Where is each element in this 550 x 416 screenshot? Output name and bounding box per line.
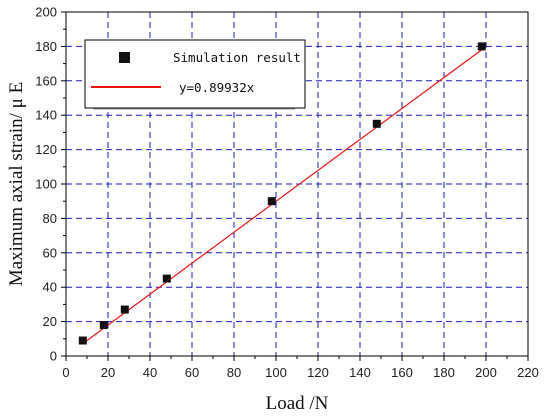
y-tick-label-0: 0 [50,349,57,364]
x-tick-label-80: 80 [227,365,241,380]
y-tick-label-140: 140 [35,108,57,123]
y-tick-label-200: 200 [35,5,57,20]
legend-label-fit: y=0.89932x [179,80,255,95]
data-point-2 [120,305,129,314]
axis-ticks: 0 20 40 60 80 100 120 140 160 180 200 220 0 20 40 60 80 1… [35,5,539,381]
y-axis-title: Maximum axial strain/ μ E [6,82,27,286]
x-tick-label-140: 140 [349,365,371,380]
x-tick-label-200: 200 [475,365,497,380]
y-tick-label-80: 80 [43,211,57,226]
x-tick-label-160: 160 [391,365,413,380]
x-tick-label-20: 20 [101,365,115,380]
y-tick-label-40: 40 [43,280,57,295]
fit-line-layer [82,46,487,345]
x-tick-label-0: 0 [62,365,69,380]
data-point-0 [78,336,87,345]
x-tick-label-220: 220 [517,365,539,380]
legend-marker-square [119,52,130,63]
y-tick-label-20: 20 [43,314,57,329]
legend-label-simulation: Simulation result [173,50,301,65]
data-point-4 [267,197,276,206]
grid-lines [66,12,528,356]
x-axis-title: Load /N [266,393,329,414]
y-tick-label-120: 120 [35,142,57,157]
y-tick-label-100: 100 [35,177,57,192]
x-tick-label-180: 180 [433,365,455,380]
x-tick-label-40: 40 [143,365,157,380]
y-tick-label-60: 60 [43,245,57,260]
data-point-5 [372,119,381,128]
data-point-3 [162,274,171,283]
x-tick-label-100: 100 [265,365,287,380]
y-tick-label-180: 180 [35,39,57,54]
fit-line [82,46,487,345]
x-tick-label-60: 60 [185,365,199,380]
legend-box [84,39,306,109]
x-tick-label-120: 120 [307,365,329,380]
y-tick-label-160: 160 [35,73,57,88]
legend: Simulation result y=0.89932x [84,39,306,110]
data-point-6 [477,42,486,51]
data-points [78,42,486,345]
data-point-1 [99,321,108,330]
